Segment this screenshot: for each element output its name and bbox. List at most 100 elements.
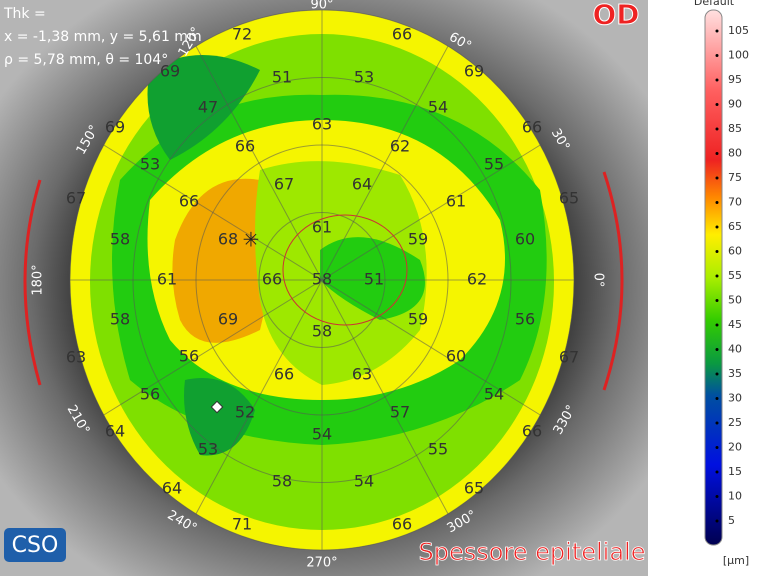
scale-tick: 105 <box>728 24 749 37</box>
scale-tick: 55 <box>728 269 742 282</box>
angle-label: 270° <box>306 556 337 571</box>
marker <box>210 400 224 414</box>
thickness-value: 61 <box>312 218 332 237</box>
thickness-value: 67 <box>66 189 86 208</box>
scale-dot <box>715 78 719 82</box>
thickness-value: 58 <box>272 472 292 491</box>
thickness-value: 63 <box>312 115 332 134</box>
info-line: Thk = <box>3 6 46 22</box>
thickness-value: 66 <box>235 137 255 156</box>
scale-tick: 35 <box>728 367 742 380</box>
scale-title: Default <box>694 0 735 8</box>
thickness-value: 53 <box>354 68 374 87</box>
scale-tick: 85 <box>728 122 742 135</box>
scale-dot <box>715 152 719 155</box>
thickness-value: 54 <box>354 472 374 491</box>
thickness-value: 61 <box>446 192 466 211</box>
thickness-value: 66 <box>179 192 199 211</box>
scale-tick: 25 <box>728 416 742 429</box>
map-title: Spessore epiteliale <box>419 538 646 566</box>
scale-dot <box>715 250 719 253</box>
angle-label: 90° <box>310 0 333 13</box>
scale-tick: 30 <box>728 392 742 405</box>
thickness-value: 58 <box>110 310 130 329</box>
scale-dot <box>715 201 719 204</box>
thickness-value: 60 <box>515 230 535 249</box>
scale-panel <box>648 0 758 576</box>
thickness-value: 56 <box>179 347 199 366</box>
thickness-value: 72 <box>232 25 252 44</box>
scale-tick: 10 <box>728 490 742 503</box>
thickness-value: 66 <box>392 515 412 534</box>
color-bar <box>704 9 723 546</box>
thickness-value: 51 <box>272 68 292 87</box>
scale-dot <box>715 397 719 400</box>
thickness-value: 55 <box>484 155 504 174</box>
scale-dot <box>715 176 719 180</box>
thickness-value: 54 <box>428 98 448 117</box>
info-line: ρ = 5,78 mm, θ = 104° <box>4 52 168 68</box>
thickness-value: 66 <box>522 118 542 137</box>
scale-tick: 45 <box>728 318 742 331</box>
info-line: x = -1,38 mm, y = 5,61 mm <box>4 29 202 45</box>
thickness-value: 52 <box>235 403 255 422</box>
thickness-value: 59 <box>408 230 428 249</box>
thickness-value: 66 <box>522 422 542 441</box>
scale-dot <box>715 470 719 474</box>
thickness-value: 64 <box>105 422 125 441</box>
thickness-value: 54 <box>312 425 332 444</box>
angle-label: 180° <box>31 264 46 295</box>
scale-dot <box>715 127 719 131</box>
scale-tick: 65 <box>728 220 742 233</box>
thickness-value: 61 <box>157 270 177 289</box>
thickness-value: 71 <box>232 515 252 534</box>
thickness-value: 58 <box>312 322 332 341</box>
scale-tick: 70 <box>728 196 742 209</box>
scale-dot <box>715 299 719 302</box>
thickness-value: 55 <box>428 440 448 459</box>
thickness-value: 59 <box>408 310 428 329</box>
thickness-value: 64 <box>352 175 372 194</box>
thickness-value: 58 <box>110 230 130 249</box>
lid-arc <box>23 179 42 386</box>
scale-dot <box>715 495 719 498</box>
thickness-value: 62 <box>467 270 487 289</box>
scale-dot <box>715 348 719 351</box>
thickness-value: 51 <box>364 270 384 289</box>
thickness-value: 57 <box>390 403 410 422</box>
logo: CSO <box>12 533 59 558</box>
thickness-value: 67 <box>274 175 294 194</box>
thickness-value: 63 <box>66 348 86 367</box>
scale-dot <box>715 323 719 327</box>
thickness-value: 66 <box>262 270 282 289</box>
angle-label: 0° <box>591 273 606 288</box>
thickness-value: 47 <box>198 98 218 117</box>
thickness-value: 56 <box>140 385 160 404</box>
thickness-value: 53 <box>198 440 218 459</box>
polar-grid <box>69 9 575 551</box>
scale-dot <box>715 446 719 449</box>
thickness-value: 69 <box>218 310 238 329</box>
scale-tick: 80 <box>728 147 742 160</box>
thickness-value: 67 <box>559 348 579 367</box>
scale-dot <box>715 421 719 425</box>
scale-tick: 95 <box>728 73 742 86</box>
thickness-value: 58 <box>312 270 332 289</box>
scale-tick: 40 <box>728 343 742 356</box>
thickness-value: 66 <box>274 365 294 384</box>
marker: ✳ <box>243 228 260 252</box>
scale-tick: 75 <box>728 171 742 184</box>
thickness-value: 54 <box>484 385 504 404</box>
scale-unit: [μm] <box>723 554 749 567</box>
scale-tick: 20 <box>728 441 742 454</box>
scale-tick: 50 <box>728 294 742 307</box>
scale-tick: 15 <box>728 465 742 478</box>
scale-dot <box>715 519 719 523</box>
thickness-value: 69 <box>105 118 125 137</box>
scale-tick: 5 <box>728 514 735 527</box>
scale-dot <box>715 225 719 229</box>
scale-dot <box>715 372 719 376</box>
scale-tick: 90 <box>728 98 742 111</box>
scale-tick: 100 <box>728 49 749 62</box>
